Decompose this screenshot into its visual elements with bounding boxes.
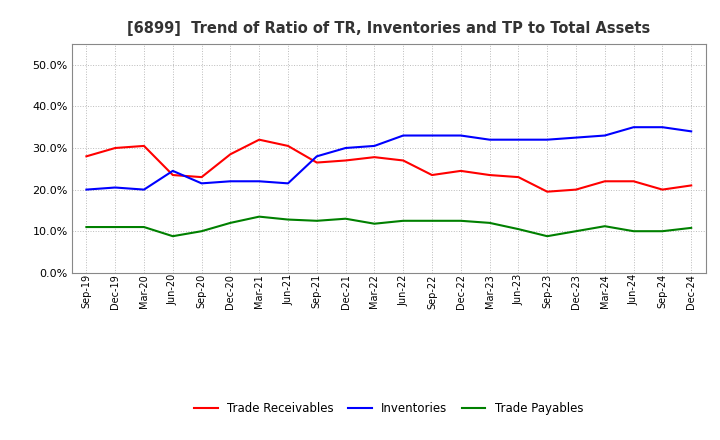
Trade Payables [255, 214, 264, 219]
Trade Receivables [428, 172, 436, 178]
Trade Payables [370, 221, 379, 226]
Inventories [572, 135, 580, 140]
Line: Trade Payables: Trade Payables [86, 216, 691, 236]
Trade Receivables [687, 183, 696, 188]
Trade Payables [111, 224, 120, 230]
Trade Receivables [111, 145, 120, 150]
Trade Payables [168, 234, 177, 239]
Trade Payables [284, 217, 292, 222]
Inventories [428, 133, 436, 138]
Trade Receivables [284, 143, 292, 149]
Trade Receivables [543, 189, 552, 194]
Trade Payables [687, 225, 696, 231]
Inventories [312, 154, 321, 159]
Trade Receivables [629, 179, 638, 184]
Inventories [226, 179, 235, 184]
Title: [6899]  Trend of Ratio of TR, Inventories and TP to Total Assets: [6899] Trend of Ratio of TR, Inventories… [127, 21, 650, 36]
Inventories [82, 187, 91, 192]
Trade Receivables [456, 168, 465, 173]
Trade Receivables [140, 143, 148, 149]
Trade Receivables [255, 137, 264, 142]
Trade Payables [312, 218, 321, 224]
Inventories [543, 137, 552, 142]
Trade Receivables [370, 154, 379, 160]
Inventories [341, 145, 350, 150]
Trade Payables [600, 224, 609, 229]
Trade Receivables [341, 158, 350, 163]
Trade Payables [197, 228, 206, 234]
Inventories [284, 181, 292, 186]
Trade Receivables [600, 179, 609, 184]
Trade Payables [341, 216, 350, 221]
Legend: Trade Receivables, Inventories, Trade Payables: Trade Receivables, Inventories, Trade Pa… [189, 398, 588, 420]
Trade Receivables [485, 172, 494, 178]
Inventories [197, 181, 206, 186]
Trade Receivables [197, 175, 206, 180]
Inventories [687, 129, 696, 134]
Line: Trade Receivables: Trade Receivables [86, 139, 691, 192]
Trade Receivables [514, 175, 523, 180]
Trade Payables [226, 220, 235, 226]
Trade Payables [428, 218, 436, 224]
Inventories [399, 133, 408, 138]
Inventories [485, 137, 494, 142]
Inventories [370, 143, 379, 149]
Trade Payables [658, 228, 667, 234]
Inventories [629, 125, 638, 130]
Trade Receivables [399, 158, 408, 163]
Inventories [456, 133, 465, 138]
Inventories [140, 187, 148, 192]
Trade Receivables [572, 187, 580, 192]
Trade Payables [82, 224, 91, 230]
Trade Receivables [168, 172, 177, 178]
Trade Receivables [658, 187, 667, 192]
Trade Payables [485, 220, 494, 226]
Trade Receivables [226, 152, 235, 157]
Inventories [111, 185, 120, 190]
Inventories [600, 133, 609, 138]
Inventories [168, 168, 177, 173]
Trade Payables [572, 228, 580, 234]
Trade Payables [140, 224, 148, 230]
Line: Inventories: Inventories [86, 127, 691, 190]
Inventories [514, 137, 523, 142]
Trade Payables [629, 228, 638, 234]
Inventories [658, 125, 667, 130]
Trade Payables [456, 218, 465, 224]
Trade Payables [543, 234, 552, 239]
Trade Receivables [82, 154, 91, 159]
Trade Receivables [312, 160, 321, 165]
Inventories [255, 179, 264, 184]
Trade Payables [514, 227, 523, 232]
Trade Payables [399, 218, 408, 224]
